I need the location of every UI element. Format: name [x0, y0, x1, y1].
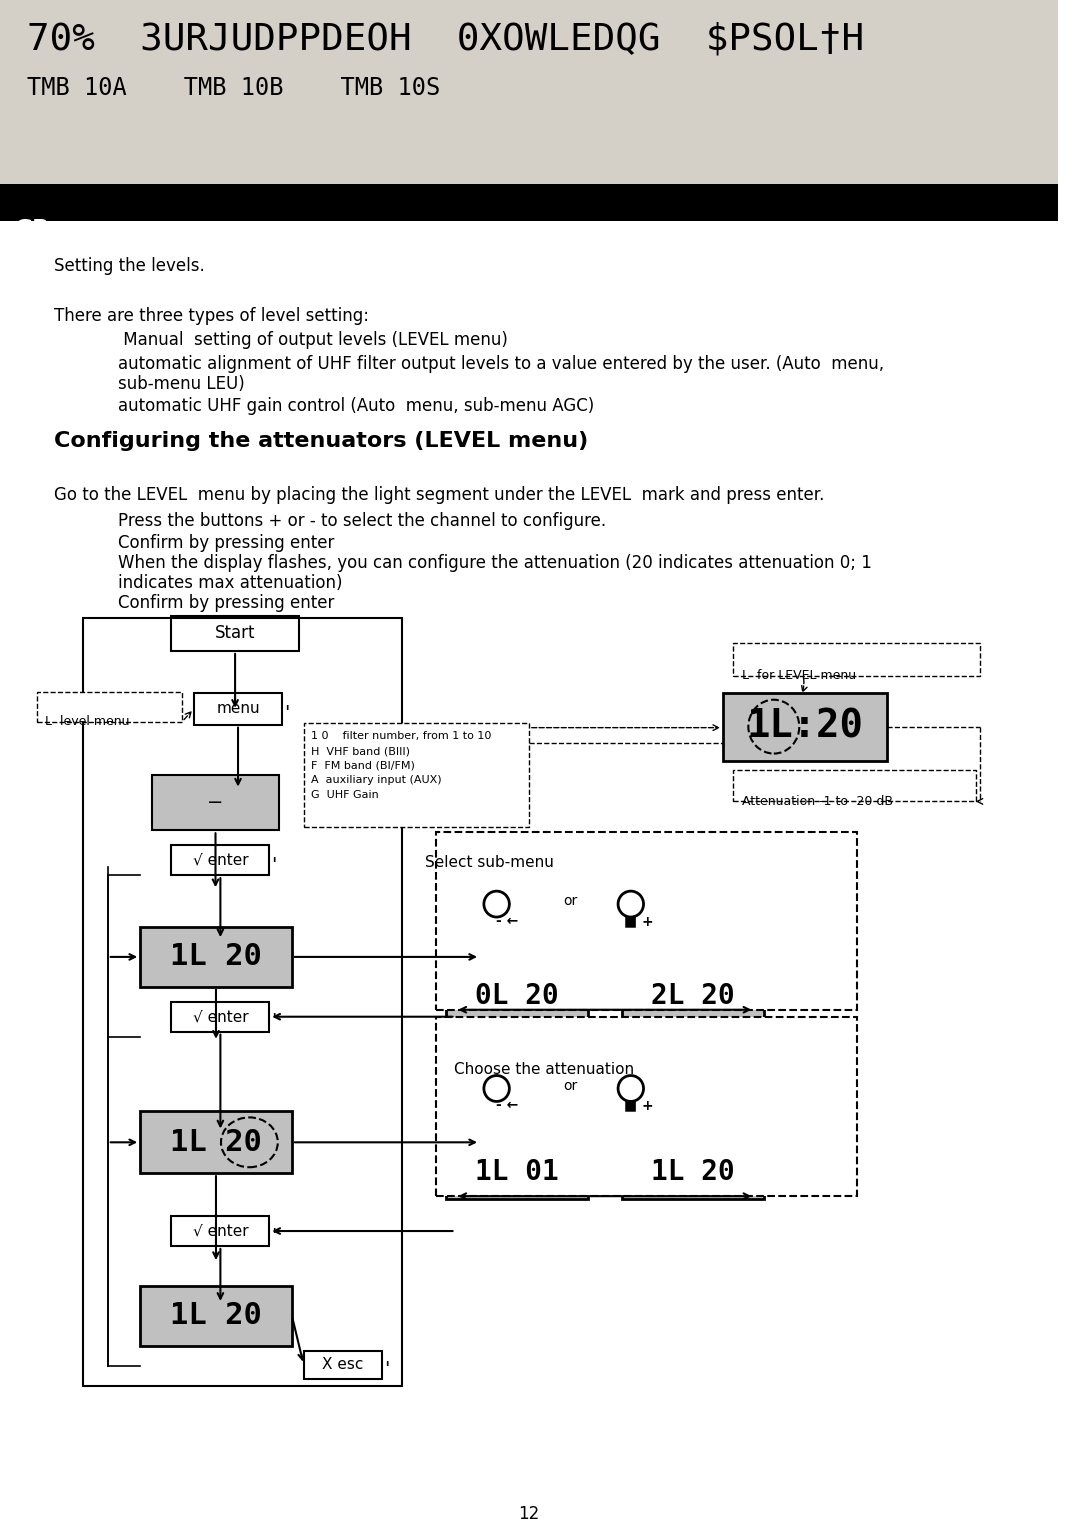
Bar [140, 1286, 292, 1345]
Text: TMB 10A    TMB 10B    TMB 10S: TMB 10A TMB 10B TMB 10S [27, 76, 441, 99]
Bar [480, 1087, 535, 1124]
Text: √ enter: √ enter [192, 852, 248, 867]
Text: ': ' [284, 704, 289, 724]
Text: or: or [563, 1078, 577, 1092]
Text: - ←: - ← [497, 915, 518, 928]
Bar [622, 968, 764, 1023]
Text: 1L 20: 1L 20 [170, 942, 262, 971]
Text: L  level menu: L level menu [45, 715, 130, 728]
Text: X esc: X esc [322, 1358, 364, 1373]
Bar [446, 968, 588, 1023]
Bar [152, 776, 279, 831]
Text: indicates max attenuation): indicates max attenuation) [118, 574, 342, 592]
Text: A  auxiliary input (AUX): A auxiliary input (AUX) [311, 776, 442, 785]
Text: - ←: - ← [497, 1098, 518, 1113]
Bar [172, 1002, 269, 1032]
Text: ': ' [271, 1012, 276, 1031]
Bar [303, 1351, 382, 1379]
Text: 1L 01: 1L 01 [475, 1157, 558, 1186]
Text: GB: GB [15, 220, 50, 240]
Bar [436, 832, 858, 1009]
Text: 1L 20: 1L 20 [170, 1128, 262, 1157]
Text: ■ +: ■ + [624, 915, 653, 928]
Text: Choose the attenuation: Choose the attenuation [454, 1061, 634, 1077]
Bar [732, 770, 975, 802]
Text: ': ' [271, 1226, 276, 1246]
Text: 1L 20: 1L 20 [170, 1301, 262, 1330]
Bar [0, 0, 1058, 185]
Bar [303, 722, 529, 828]
Text: Start: Start [215, 625, 255, 643]
Bar [611, 1087, 666, 1124]
Text: automatic alignment of UHF filter output levels to a value entered by the user. : automatic alignment of UHF filter output… [118, 354, 883, 373]
Text: ■ +: ■ + [624, 1098, 653, 1113]
Text: ': ' [271, 855, 276, 875]
Text: 1 0    filter number, from 1 to 10: 1 0 filter number, from 1 to 10 [311, 730, 491, 741]
Text: ': ' [384, 1361, 390, 1379]
Bar [194, 693, 282, 725]
Text: Confirm by pressing enter: Confirm by pressing enter [118, 594, 334, 612]
Bar [140, 1112, 292, 1173]
Bar [446, 1144, 588, 1199]
Text: 1L 20: 1L 20 [651, 1157, 734, 1186]
Text: 12: 12 [518, 1506, 540, 1522]
Bar [172, 1215, 269, 1246]
Bar [622, 1144, 764, 1199]
Bar [611, 902, 666, 939]
Text: G  UHF Gain: G UHF Gain [311, 791, 379, 800]
Text: H  VHF band (BIII): H VHF band (BIII) [311, 747, 410, 756]
Text: Select sub-menu: Select sub-menu [426, 855, 554, 870]
Text: Press the buttons + or - to select the channel to configure.: Press the buttons + or - to select the c… [118, 513, 606, 530]
Bar [140, 927, 292, 986]
Text: Configuring the attenuators (LEVEL menu): Configuring the attenuators (LEVEL menu) [54, 431, 589, 450]
Bar [480, 902, 535, 939]
Text: Attenuation -1 to -20 dB: Attenuation -1 to -20 dB [742, 796, 893, 808]
Bar [723, 693, 888, 760]
Text: 0L 20: 0L 20 [475, 982, 558, 1011]
Bar [732, 643, 980, 676]
Text: Go to the LEVEL  menu by placing the light segment under the LEVEL  mark and pre: Go to the LEVEL menu by placing the ligh… [54, 487, 824, 504]
Text: automatic UHF gain control (Auto  menu, sub-menu AGC): automatic UHF gain control (Auto menu, s… [118, 397, 594, 415]
Text: menu: menu [216, 701, 260, 716]
Text: 70%  3URJUDPPDEOH  0XOWLEDQG  $PSOL†H: 70% 3URJUDPPDEOH 0XOWLEDQG $PSOL†H [27, 21, 865, 58]
Text: There are three types of level setting:: There are three types of level setting: [54, 307, 369, 325]
Bar [436, 1017, 858, 1196]
Text: √ enter: √ enter [192, 1223, 248, 1238]
Text: Manual  setting of output levels (LEVEL menu): Manual setting of output levels (LEVEL m… [118, 331, 508, 350]
Text: or: or [563, 895, 577, 909]
Text: When the display flashes, you can configure the attenuation (20 indicates attenu: When the display flashes, you can config… [118, 554, 872, 573]
Bar [83, 618, 402, 1385]
Text: L  for LEVEL menu: L for LEVEL menu [742, 669, 856, 683]
Text: √ enter: √ enter [192, 1009, 248, 1025]
Text: Setting the levels.: Setting the levels. [54, 257, 204, 275]
Text: F  FM band (BI/FM): F FM band (BI/FM) [311, 760, 416, 771]
Text: 1L:20: 1L:20 [746, 707, 864, 745]
Text: 2L 20: 2L 20 [651, 982, 734, 1011]
Text: Confirm by pressing enter: Confirm by pressing enter [118, 534, 334, 553]
Bar [0, 185, 1058, 221]
Text: sub-menu LEU): sub-menu LEU) [118, 374, 244, 392]
Text: −: − [207, 794, 224, 812]
Bar [172, 846, 269, 875]
Bar [37, 692, 183, 722]
Bar [172, 615, 299, 651]
